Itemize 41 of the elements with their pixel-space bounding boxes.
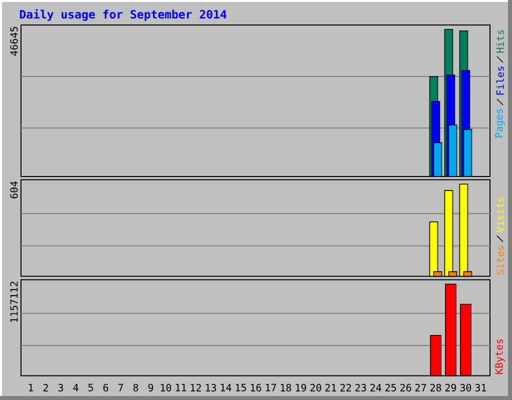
x-tick-label: 24 xyxy=(370,384,382,392)
text: 604 xyxy=(10,181,18,198)
legend-label: Sites xyxy=(496,246,504,274)
x-tick-label: 8 xyxy=(133,384,138,392)
text: KBytes xyxy=(495,339,505,374)
legend-label: Pages xyxy=(495,109,505,138)
x-tick-label: 20 xyxy=(310,384,322,392)
x-tick-label: 30 xyxy=(460,384,472,392)
x-tick-label: 23 xyxy=(355,384,366,392)
x-tick-label: 22 xyxy=(340,384,351,392)
x-tick-label: 27 xyxy=(415,384,426,392)
x-tick-label: 13 xyxy=(206,384,216,392)
x-tick-label: 5 xyxy=(88,384,93,392)
x-tick-label: 29 xyxy=(445,384,456,392)
x-tick-label: 14 xyxy=(220,384,232,392)
x-tick-label: 21 xyxy=(325,384,336,392)
x-tick-label: 11 xyxy=(176,384,186,392)
chart-title: Daily usage for September 2014 xyxy=(20,9,226,21)
x-tick-label: 17 xyxy=(266,384,276,392)
x-tick-label: 12 xyxy=(190,384,201,392)
text: 1157112 xyxy=(10,282,18,322)
x-tick-label: 16 xyxy=(250,384,262,392)
x-tick-label: 9 xyxy=(148,384,154,392)
x-tick-label: 19 xyxy=(296,384,306,392)
x-tick-label: 25 xyxy=(385,384,396,392)
text: Hits xyxy=(496,30,504,53)
x-tick-label: 28 xyxy=(430,384,442,392)
x-tick-label: 31 xyxy=(475,384,486,392)
x-tick-label: 4 xyxy=(73,384,78,392)
x-tick-label: 26 xyxy=(400,384,412,392)
text: Visits xyxy=(496,197,504,232)
legend-label: Files xyxy=(496,66,504,95)
x-tick-label: 7 xyxy=(118,384,123,392)
x-tick-label: 10 xyxy=(160,384,172,392)
x-tick-label: 2 xyxy=(43,384,48,392)
x-tick-label: 18 xyxy=(280,384,292,392)
x-tick-label: 6 xyxy=(103,384,108,392)
x-tick-label: 3 xyxy=(58,384,64,392)
text: 46645 xyxy=(10,27,18,56)
x-tick-label: 15 xyxy=(236,384,246,392)
x-tick-label: 1 xyxy=(28,384,34,392)
